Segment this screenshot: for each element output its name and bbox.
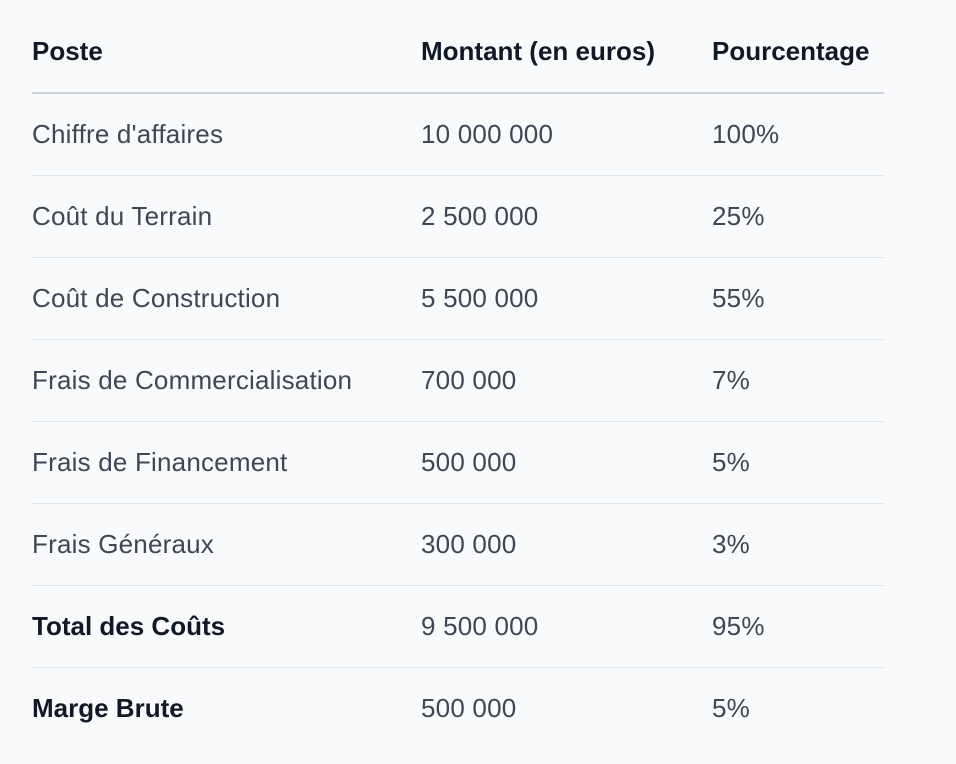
cell-montant: 500 000	[421, 421, 712, 504]
cell-pourcentage: 95%	[712, 585, 884, 668]
cell-montant: 500 000	[421, 693, 517, 723]
financial-table-container: Poste Montant (en euros) Pourcentage Chi…	[32, 10, 884, 749]
cell-pourcentage: 5%	[712, 421, 884, 504]
cell-pourcentage: 100%	[712, 93, 884, 176]
cell-poste: Frais de Commercialisation	[32, 339, 421, 422]
table-row: Coût de Construction 5 500 000 55%	[32, 257, 884, 340]
cell-montant: 10 000 000	[421, 93, 712, 176]
header-montant: Montant (en euros)	[421, 10, 712, 94]
table-row: Frais de Commercialisation 700 000 7%	[32, 339, 884, 422]
cell-poste: Marge Brute	[32, 693, 184, 723]
cell-pourcentage: 55%	[712, 257, 884, 340]
cell-poste: Total des Coûts	[32, 585, 421, 668]
cell-pourcentage: 25%	[712, 175, 884, 258]
table-row-gross-margin: Marge Brute 500 000 5%	[32, 668, 884, 750]
cell-poste: Coût de Construction	[32, 257, 421, 340]
table-header-row: Poste Montant (en euros) Pourcentage	[32, 10, 884, 94]
cell-montant: 2 500 000	[421, 175, 712, 258]
header-pourcentage: Pourcentage	[712, 10, 884, 94]
table-row: Frais de Financement 500 000 5%	[32, 421, 884, 504]
cell-pourcentage: 7%	[712, 339, 884, 422]
cell-poste: Frais Généraux	[32, 503, 421, 586]
cell-pourcentage: 5%	[712, 693, 750, 723]
cell-montant: 300 000	[421, 503, 712, 586]
cell-montant: 9 500 000	[421, 585, 712, 668]
table-row: Frais Généraux 300 000 3%	[32, 503, 884, 586]
financial-table: Poste Montant (en euros) Pourcentage Chi…	[32, 10, 884, 749]
cell-poste: Frais de Financement	[32, 421, 421, 504]
cell-montant: 5 500 000	[421, 257, 712, 340]
cell-pourcentage: 3%	[712, 503, 884, 586]
cell-poste: Chiffre d'affaires	[32, 93, 421, 176]
header-poste: Poste	[32, 10, 421, 94]
table-row: Chiffre d'affaires 10 000 000 100%	[32, 93, 884, 176]
table-row: Coût du Terrain 2 500 000 25%	[32, 175, 884, 258]
cell-poste: Coût du Terrain	[32, 175, 421, 258]
cell-montant: 700 000	[421, 339, 712, 422]
table-row-total-costs: Total des Coûts 9 500 000 95%	[32, 585, 884, 668]
